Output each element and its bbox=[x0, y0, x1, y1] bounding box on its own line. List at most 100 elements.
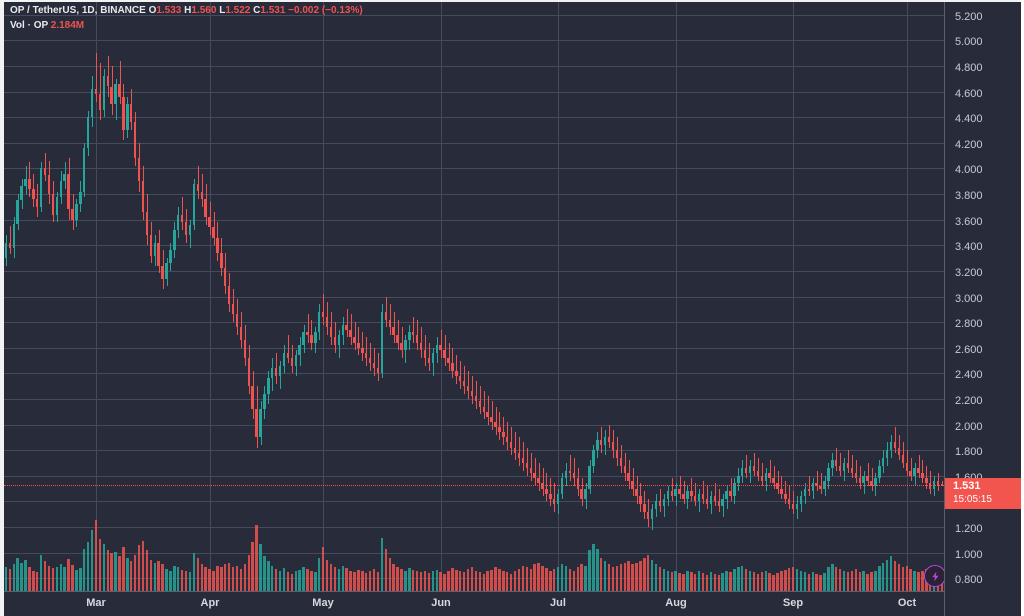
candle-wick bbox=[308, 314, 309, 343]
legend-change: −0.002 (−0.13%) bbox=[288, 5, 363, 16]
volume-bar bbox=[329, 564, 333, 591]
volume-bar bbox=[737, 567, 740, 591]
candle-body bbox=[353, 337, 356, 343]
legend-close-value: 1.531 bbox=[260, 5, 286, 16]
candle-body bbox=[803, 488, 807, 497]
candle-body bbox=[780, 488, 783, 494]
volume-bar bbox=[705, 574, 709, 591]
candle-body bbox=[345, 324, 348, 330]
candle-body bbox=[831, 460, 834, 469]
chart-plot-area[interactable] bbox=[4, 2, 944, 591]
candle-body bbox=[259, 409, 262, 438]
volume-bar bbox=[90, 529, 94, 591]
candle-body bbox=[400, 342, 403, 351]
candle-body bbox=[212, 227, 215, 238]
legend-close-label: C bbox=[253, 5, 261, 16]
candle-body bbox=[650, 509, 654, 520]
volume-bar bbox=[380, 537, 384, 591]
volume-bar bbox=[474, 570, 478, 591]
candle-body bbox=[701, 493, 705, 499]
volume-bar bbox=[662, 569, 666, 591]
volume-bar bbox=[122, 547, 125, 591]
candle-body bbox=[133, 122, 137, 159]
volume-bar bbox=[850, 570, 854, 591]
price-axis-tick: 3.600 bbox=[955, 215, 983, 228]
candle-wick bbox=[574, 457, 575, 486]
candle-body bbox=[564, 470, 568, 479]
candle-wick bbox=[715, 483, 716, 507]
volume-bar bbox=[584, 565, 587, 591]
legend-volume-row[interactable]: Vol · OP 2.184M bbox=[10, 19, 363, 32]
volume-bar bbox=[306, 569, 309, 591]
volume-bar bbox=[556, 567, 560, 591]
candle-wick bbox=[120, 60, 121, 105]
volume-bar bbox=[623, 562, 626, 591]
candle-body bbox=[451, 363, 454, 371]
candle-body bbox=[321, 311, 325, 317]
candle-body bbox=[357, 342, 360, 348]
volume-bar bbox=[697, 571, 701, 591]
lightning-bolt-icon[interactable] bbox=[924, 565, 944, 587]
volume-bar bbox=[435, 569, 438, 591]
candle-wick bbox=[362, 332, 363, 361]
candle-body bbox=[51, 194, 55, 215]
candle-wick bbox=[895, 427, 896, 453]
volume-bar bbox=[568, 569, 572, 591]
candle-body bbox=[878, 465, 881, 479]
price-axis-tick: 3.200 bbox=[955, 266, 983, 279]
candle-wick bbox=[660, 488, 661, 512]
time-axis[interactable]: MarAprMayJunJulAugSepOct18 bbox=[4, 591, 972, 616]
volume-bar bbox=[513, 571, 517, 591]
candle-body bbox=[635, 488, 638, 497]
volume-bar bbox=[192, 553, 196, 591]
volume-bar bbox=[791, 566, 795, 591]
price-axis[interactable]: 1.531 15:05:15 5.200 5.000 4.800 4.600 4.400… bbox=[944, 2, 1021, 616]
price-axis-tick: 4.200 bbox=[955, 138, 983, 151]
candle-body bbox=[623, 465, 626, 474]
candle-wick bbox=[515, 432, 516, 461]
candle-body bbox=[290, 357, 294, 366]
volume-bar bbox=[603, 561, 607, 591]
candle-body bbox=[556, 493, 560, 504]
volume-bar bbox=[423, 570, 427, 591]
candle-wick bbox=[684, 480, 685, 504]
volume-bar bbox=[639, 561, 642, 591]
candle-body bbox=[24, 178, 27, 187]
candle-body bbox=[494, 421, 497, 428]
candle-body bbox=[282, 352, 286, 366]
volume-bar bbox=[251, 542, 254, 591]
candle-body bbox=[325, 316, 329, 328]
candle-wick bbox=[476, 381, 477, 410]
legend-symbol-row[interactable]: OP / TetherUS, 1D, BINANCE O1.533 H1.560… bbox=[10, 4, 363, 17]
current-price-value: 1.531 bbox=[953, 479, 981, 492]
volume-bar bbox=[882, 562, 885, 591]
grid-line-horizontal bbox=[4, 194, 944, 196]
candle-body bbox=[498, 427, 501, 433]
candle-body bbox=[576, 478, 579, 489]
price-axis-tick: 0.800 bbox=[955, 574, 983, 587]
candle-body bbox=[67, 173, 70, 210]
price-axis-tick: 4.000 bbox=[955, 164, 983, 177]
candle-body bbox=[173, 229, 176, 251]
current-price-badge[interactable]: 1.531 15:05:15 bbox=[945, 477, 1021, 509]
volume-bar bbox=[607, 564, 611, 591]
candle-wick bbox=[378, 352, 379, 381]
volume-bar bbox=[55, 566, 59, 591]
candle-wick bbox=[527, 447, 528, 476]
volume-bar bbox=[494, 567, 497, 591]
candle-body bbox=[12, 223, 15, 248]
candle-body bbox=[165, 263, 168, 279]
volume-bar bbox=[216, 565, 219, 591]
volume-bar bbox=[776, 572, 779, 591]
volume-bar bbox=[780, 571, 783, 591]
volume-bar bbox=[459, 571, 462, 591]
candle-wick bbox=[507, 421, 508, 451]
candle-body bbox=[83, 147, 86, 192]
candle-body bbox=[404, 340, 407, 351]
candle-body bbox=[615, 450, 619, 458]
candle-body bbox=[267, 378, 270, 394]
candle-body bbox=[639, 496, 642, 504]
volume-bar bbox=[75, 569, 78, 591]
volume-bar bbox=[815, 573, 818, 591]
volume-bar bbox=[341, 565, 344, 591]
